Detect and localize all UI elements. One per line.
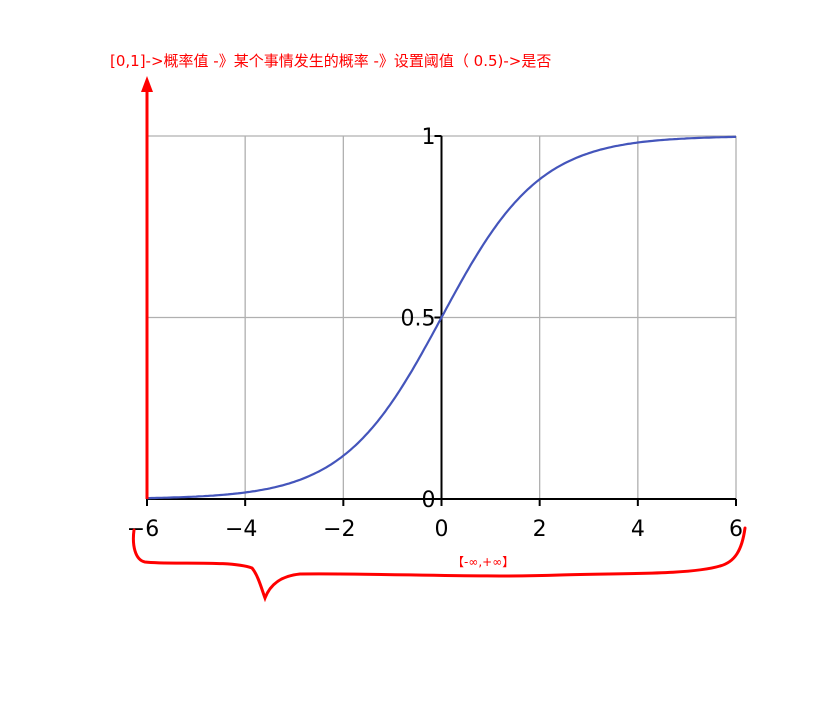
x-tick-label: −6 <box>127 517 159 542</box>
x-tick-label: −4 <box>225 517 257 542</box>
sigmoid-curve <box>147 135 736 500</box>
x-tick-label: 6 <box>729 517 743 542</box>
y-range-annotation: [0,1]->概率值 -》某个事情发生的概率 -》设置阈值（ 0.5)->是否 <box>110 52 552 70</box>
y-tick-label: 0.5 <box>401 307 436 332</box>
y-tick-label: 1 <box>422 125 436 150</box>
x-range-annotation: 【-∞,+∞】 <box>452 555 515 569</box>
x-tick-label: 0 <box>435 517 449 542</box>
y-tick-label: 0 <box>422 488 436 513</box>
red-arrow-head-icon <box>141 76 153 92</box>
x-tick-label: −2 <box>323 517 355 542</box>
red-range-brace <box>131 526 747 603</box>
x-tick-label: 4 <box>631 517 645 542</box>
x-tick-label: 2 <box>533 517 547 542</box>
